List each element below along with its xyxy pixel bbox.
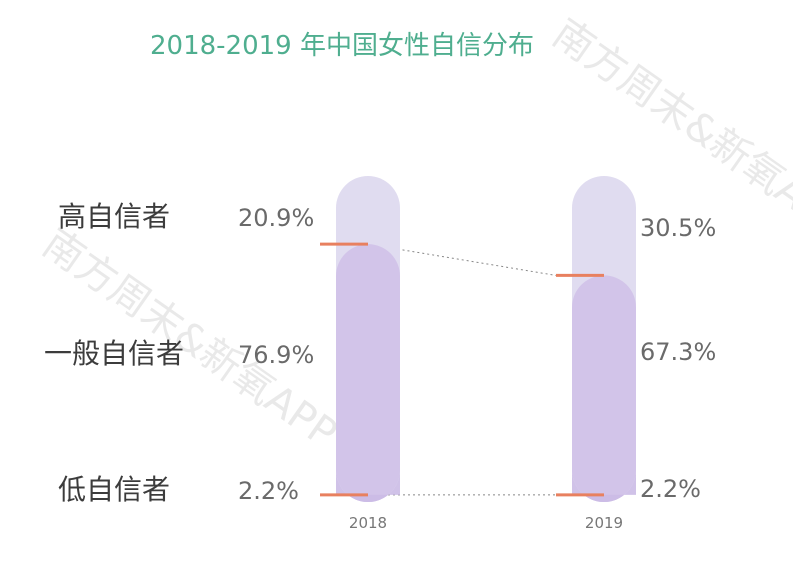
- category-label-low: 低自信者: [58, 473, 170, 506]
- year-labels: 2018 2019: [349, 514, 623, 532]
- chart-title: 2018-2019 年中国女性自信分布: [150, 31, 534, 61]
- value-label-high-2019: 30.5%: [640, 214, 716, 242]
- value-labels: 20.9% 76.9% 2.2% 30.5% 67.3% 2.2%: [238, 204, 716, 505]
- boundary-markers: [320, 242, 604, 497]
- year-label-2019: 2019: [585, 514, 623, 532]
- value-label-high-2018: 20.9%: [238, 204, 314, 232]
- bars: [336, 176, 636, 502]
- bar-mid-2019: [572, 275, 636, 502]
- year-label-2018: 2018: [349, 514, 387, 532]
- category-label-high: 高自信者: [58, 200, 170, 233]
- bar-mid-2018: [336, 244, 400, 502]
- value-label-mid-2019: 67.3%: [640, 338, 716, 366]
- category-label-mid: 一般自信者: [44, 337, 184, 370]
- value-label-low-2018: 2.2%: [238, 477, 299, 505]
- value-label-mid-2018: 76.9%: [238, 341, 314, 369]
- value-label-low-2019: 2.2%: [640, 475, 701, 503]
